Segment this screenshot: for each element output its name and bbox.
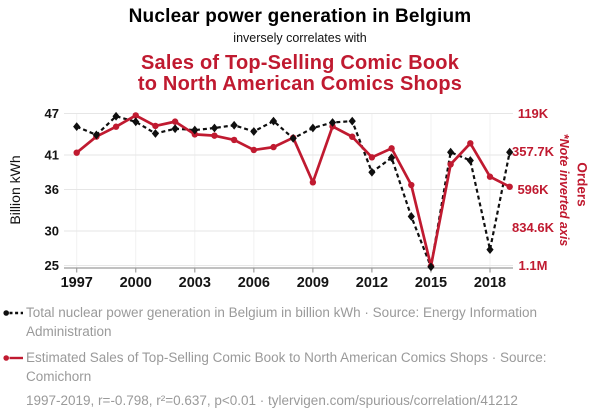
chart-canvas: 47 41 36 30 25 119K 357.7K 596K 834.6K 1.1M 1997 20… [45,106,555,291]
nuclear-series-markers [73,111,514,272]
svg-text:834.6K: 834.6K [512,220,555,235]
svg-text:41: 41 [45,147,59,162]
page-title: Nuclear power generation in Belgium [128,6,472,27]
right-tick-labels: 119K 357.7K 596K 834.6K 1.1M [512,106,555,273]
svg-text:2000: 2000 [120,275,152,291]
svg-text:36: 36 [45,182,59,197]
nuclear-series-icon [3,310,23,316]
vertical-gridlines [76,113,491,268]
legend-label-comic: Estimated Sales of Top-Selling Comic Boo… [26,350,547,384]
svg-text:25: 25 [45,258,59,273]
svg-text:2012: 2012 [356,275,388,291]
svg-text:1.1M: 1.1M [519,258,548,273]
legend-item-comic: Estimated Sales of Top-Selling Comic Boo… [3,348,597,386]
svg-text:2015: 2015 [415,275,447,291]
svg-text:1997: 1997 [61,275,93,291]
legend-item-nuclear: Total nuclear power generation in Belgiu… [3,303,597,341]
subtitle-line-1: Sales of Top-Selling Comic Book [140,52,460,74]
comic-series-markers [73,112,513,270]
x-tick-labels: 1997 2000 2003 2006 2009 2012 2015 2018 [61,275,507,291]
svg-text:119K: 119K [518,106,549,121]
inverted-axis-note: *Note inverted axis [557,133,571,247]
left-axis-label: Billion kWh [7,155,23,225]
footer-stats: 1997-2019, r=-0.798, r²=0.637, p<0.01 · … [26,393,518,408]
comic-series-icon [3,355,23,361]
svg-text:2009: 2009 [297,275,329,291]
svg-text:357.7K: 357.7K [512,144,555,159]
svg-text:30: 30 [45,223,59,238]
svg-text:47: 47 [45,106,59,121]
legend: Total nuclear power generation in Belgiu… [3,303,597,408]
svg-text:2003: 2003 [179,275,211,291]
correlation-connector: inversely correlates with [233,31,367,45]
legend-label-nuclear: Total nuclear power generation in Belgiu… [26,305,538,339]
svg-text:2006: 2006 [238,275,270,291]
svg-text:596K: 596K [517,182,549,197]
subtitle-line-2: to North American Comics Shops [137,73,463,95]
right-axis-label: Orders [574,162,590,207]
svg-text:2018: 2018 [474,275,506,291]
left-tick-labels: 47 41 36 30 25 [45,106,59,273]
